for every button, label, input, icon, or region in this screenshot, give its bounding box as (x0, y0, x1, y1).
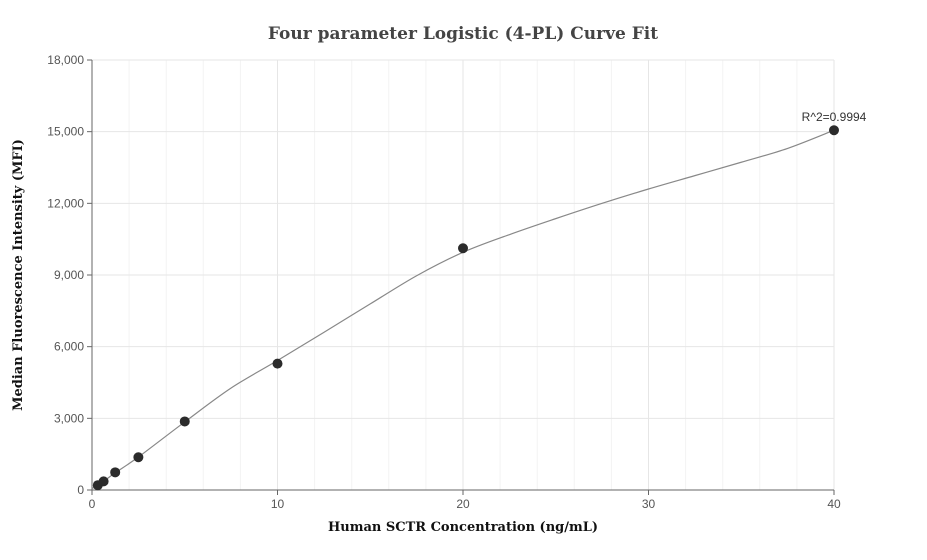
y-tick-label: 15,000 (47, 125, 84, 139)
grid-layer (91, 59, 835, 491)
axes-layer (87, 59, 835, 495)
data-point (179, 416, 190, 427)
y-tick-label: 9,000 (54, 268, 84, 282)
data-point (272, 358, 283, 369)
y-tick-label: 12,000 (47, 196, 84, 210)
x-tick-label: 30 (642, 497, 656, 511)
y-tick-label: 0 (77, 483, 84, 497)
x-tick-label: 40 (827, 497, 841, 511)
x-tick-label: 10 (271, 497, 285, 511)
data-point (829, 125, 839, 136)
x-axis-title: Human SCTR Concentration (ng/mL) (328, 520, 598, 535)
chart-title: Four parameter Logistic (4-PL) Curve Fit (268, 24, 658, 44)
data-point (458, 243, 468, 254)
x-tick-label: 0 (89, 497, 96, 511)
r-squared-annotation: R^2=0.9994 (802, 110, 867, 124)
y-axis-title: Median Fluorescence Intensity (MFI) (11, 139, 26, 411)
points-layer (92, 125, 839, 491)
y-tick-label: 3,000 (54, 411, 84, 425)
y-tick-label: 6,000 (54, 340, 84, 354)
y-tick-label: 18,000 (47, 53, 84, 67)
labels-layer: 0 3,000 6,000 9,000 12,000 15,000 18,000 0 10 20 3… (47, 53, 866, 511)
x-tick-label: 20 (456, 497, 470, 511)
data-point (133, 452, 144, 463)
data-point (110, 467, 121, 478)
data-point (98, 476, 109, 487)
